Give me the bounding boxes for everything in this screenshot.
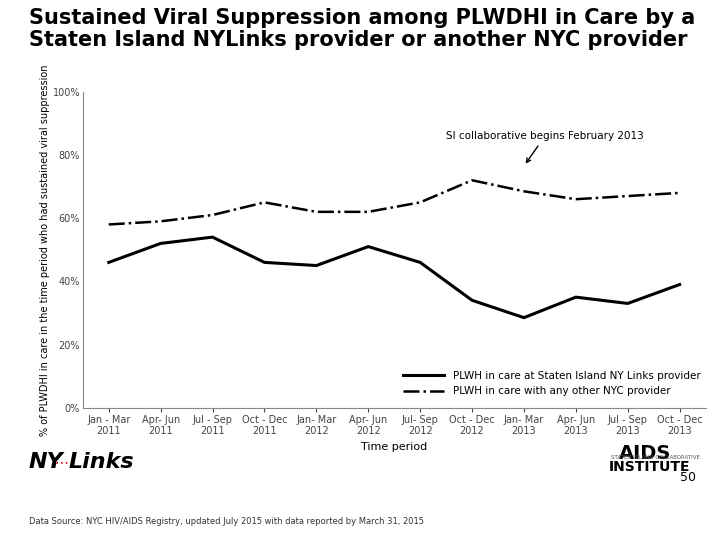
Text: ⋯: ⋯: [54, 455, 68, 469]
Text: INSTITUTE: INSTITUTE: [608, 460, 690, 474]
Text: AIDS: AIDS: [619, 444, 672, 463]
Text: 50: 50: [680, 471, 696, 484]
Text: Data Source: NYC HIV/AIDS Registry, updated July 2015 with data reported by Marc: Data Source: NYC HIV/AIDS Registry, upda…: [29, 517, 424, 526]
Text: Links: Links: [68, 451, 134, 472]
X-axis label: Time period: Time period: [361, 442, 428, 452]
Y-axis label: % of PLWDHI in care in the time period who had sustained viral suppression: % of PLWDHI in care in the time period w…: [40, 64, 50, 435]
Text: Staten Island NYLinks provider or another NYC provider: Staten Island NYLinks provider or anothe…: [29, 30, 688, 50]
Legend: PLWH in care at Staten Island NY Links provider, PLWH in care with any other NYC: PLWH in care at Staten Island NY Links p…: [402, 371, 701, 396]
Text: NY: NY: [29, 451, 63, 472]
Text: Sustained Viral Suppression among PLWDHI in Care by a: Sustained Viral Suppression among PLWDHI…: [29, 8, 695, 28]
Text: SI collaborative begins February 2013: SI collaborative begins February 2013: [446, 131, 644, 163]
Text: STATEN ISLAND COLLABORATIVE: STATEN ISLAND COLLABORATIVE: [611, 455, 699, 461]
